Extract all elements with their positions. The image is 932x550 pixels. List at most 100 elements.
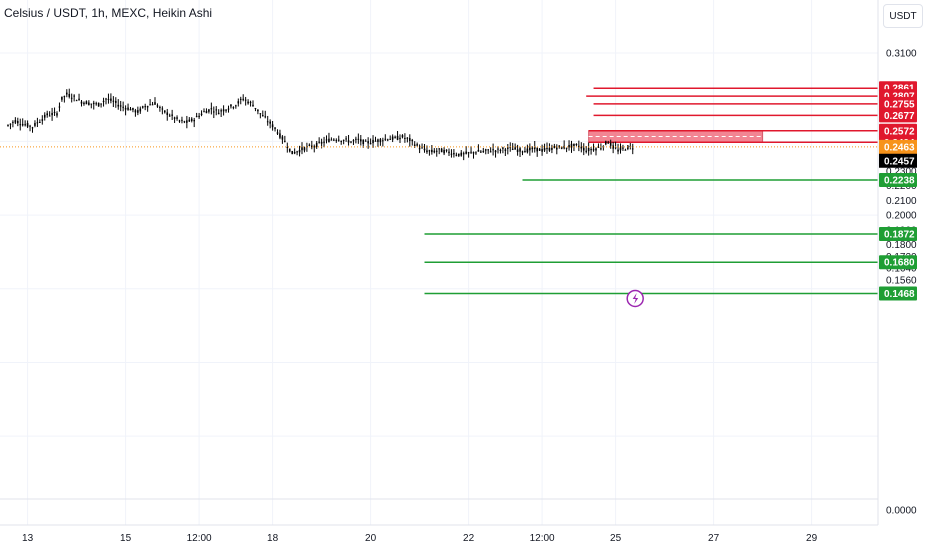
support-badge-3-label: 0.1468 <box>884 289 915 300</box>
candle-body-242 <box>600 148 602 150</box>
candle-body-203 <box>504 149 507 151</box>
candle-body-89 <box>225 109 227 111</box>
candle-body-233 <box>578 145 580 147</box>
candle-body-87 <box>220 110 222 112</box>
candle-body-146 <box>364 140 367 142</box>
resistance-badge-3-bg <box>879 108 917 123</box>
candle-body-13 <box>39 122 41 124</box>
candle-body-110 <box>276 132 279 134</box>
candle-body-17 <box>48 115 51 117</box>
candle-body-55 <box>141 106 144 108</box>
candle-body-46 <box>119 105 122 107</box>
candle-body-41 <box>107 98 110 100</box>
candle-body-21 <box>58 106 61 108</box>
candle-body-103 <box>259 113 262 115</box>
candle-body-104 <box>262 114 264 117</box>
candle-body-67 <box>171 114 173 116</box>
candle-body-44 <box>115 100 117 103</box>
last-price-label: 0.2457 <box>884 156 915 167</box>
support-badge-0-bg <box>879 173 917 188</box>
candle-body-155 <box>386 139 389 141</box>
candle-body-22 <box>61 96 63 100</box>
candle-body-34 <box>90 103 93 105</box>
candle-body-8 <box>26 123 29 127</box>
candle-body-77 <box>195 116 198 118</box>
currency-button[interactable]: USDT <box>883 4 923 28</box>
time-tick-5: 22 <box>463 533 475 544</box>
candle-body-114 <box>286 146 289 148</box>
candle-body-125 <box>313 146 316 148</box>
candle-body-151 <box>377 139 379 142</box>
candle-body-0 <box>7 124 9 126</box>
candle-body-143 <box>357 138 360 140</box>
candle-body-161 <box>401 135 404 138</box>
alert-icon[interactable] <box>626 289 644 308</box>
candle-body-54 <box>139 108 142 112</box>
time-axis[interactable]: 13 15 12:00 18 20 22 12:00 25 27 29 <box>22 533 818 544</box>
candle-body-61 <box>156 105 159 107</box>
candle-body-215 <box>533 146 536 150</box>
candle-body-64 <box>164 110 166 113</box>
candle-body-70 <box>178 120 181 122</box>
horizontal-levels[interactable] <box>424 87 879 295</box>
support-badge-2-label: 0.1680 <box>884 258 915 269</box>
time-tick-3: 18 <box>267 533 279 544</box>
candle-body-9 <box>29 125 31 127</box>
candle-body-137 <box>342 139 345 141</box>
price-tick-0: 0.3100 <box>886 49 917 60</box>
candle-body-28 <box>75 100 78 102</box>
candle-body-171 <box>426 150 428 153</box>
candle-body-16 <box>46 113 48 116</box>
candle-body-255 <box>631 148 634 150</box>
candle-body-85 <box>215 109 218 111</box>
candle-body-138 <box>345 138 347 140</box>
candle-body-164 <box>409 138 411 141</box>
candle-body-107 <box>269 121 271 124</box>
support-badge-1-label: 0.1872 <box>884 229 915 240</box>
supply-zone[interactable] <box>588 130 764 143</box>
candle-body-18 <box>51 112 53 116</box>
candle-body-157 <box>391 136 394 140</box>
candle-body-183 <box>455 154 458 156</box>
candle-body-84 <box>213 111 215 113</box>
candle-body-198 <box>492 149 494 151</box>
candle-body-126 <box>315 142 318 148</box>
candle-body-159 <box>396 135 399 140</box>
candle-body-238 <box>590 149 592 151</box>
candle-body-216 <box>536 147 538 152</box>
candle-body-221 <box>548 147 551 151</box>
candle-body-170 <box>423 148 426 151</box>
candle-body-12 <box>36 122 39 124</box>
candle-body-196 <box>487 149 489 151</box>
candle-body-5 <box>19 124 22 126</box>
candle-body-239 <box>592 148 595 151</box>
candle-body-229 <box>568 144 570 148</box>
candle-body-184 <box>458 153 460 156</box>
candle-body-173 <box>431 149 433 153</box>
candle-body-177 <box>440 148 443 153</box>
candle-body-147 <box>367 141 369 144</box>
candle-body-108 <box>271 124 274 128</box>
candle-body-81 <box>205 111 208 114</box>
candle-body-192 <box>477 149 480 152</box>
candle-body-232 <box>575 144 578 146</box>
time-tick-2: 12:00 <box>187 533 212 544</box>
candle-body-178 <box>443 149 445 154</box>
candle-body-160 <box>399 137 401 140</box>
candle-body-50 <box>129 108 132 111</box>
candle-body-214 <box>531 147 534 150</box>
candle-body-224 <box>556 147 558 150</box>
time-tick-0: 13 <box>22 533 34 544</box>
candle-body-244 <box>605 141 607 145</box>
candle-body-154 <box>384 138 387 140</box>
candle-body-189 <box>470 151 472 153</box>
candle-body-162 <box>404 137 406 139</box>
candle-body-166 <box>413 144 416 146</box>
candle-body-106 <box>266 121 269 123</box>
time-tick-9: 29 <box>806 533 818 544</box>
lightning-icon <box>632 292 639 304</box>
candle-body-91 <box>230 104 232 107</box>
candle-body-211 <box>524 150 526 153</box>
candle-body-20 <box>56 113 58 116</box>
